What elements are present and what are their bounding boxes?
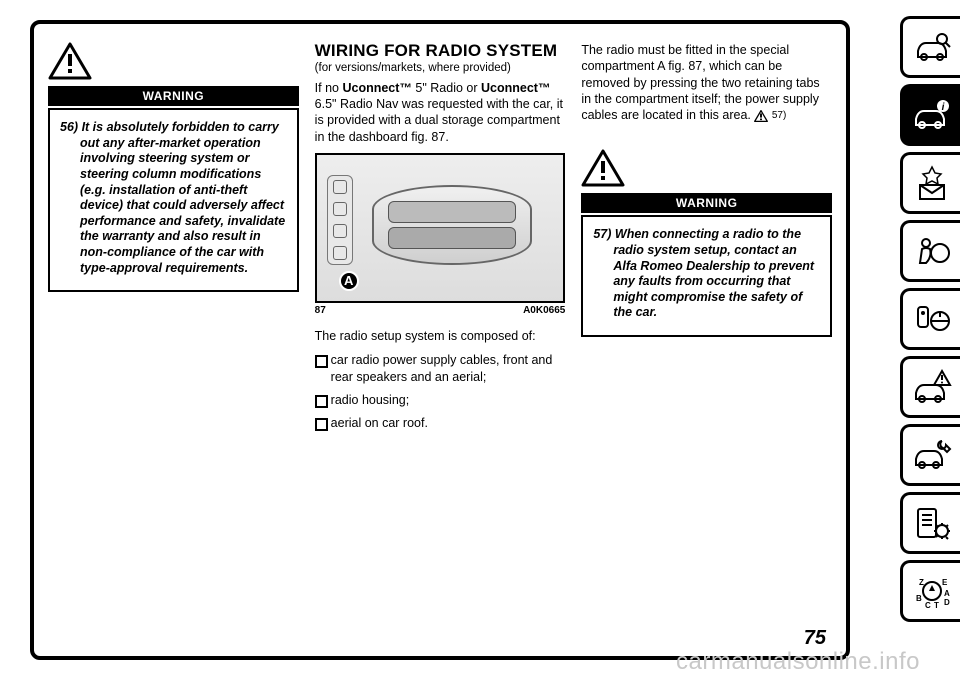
svg-text:Z: Z [919, 578, 924, 587]
para-uconnect: If no Uconnect™ 5" Radio or Uconnect™ 6.… [315, 80, 566, 145]
tab-index[interactable]: Z E B A C T D [900, 560, 960, 622]
brand: Uconnect™ [342, 81, 411, 95]
tab-specs[interactable] [900, 492, 960, 554]
storage-compartment-illustration [372, 185, 532, 265]
svg-text:E: E [942, 578, 948, 587]
text: 5" Radio or [412, 81, 481, 95]
tab-lights[interactable] [900, 152, 960, 214]
warning-57-number: 57) [593, 227, 611, 241]
column-2: WIRING FOR RADIO SYSTEM (for versions/ma… [315, 42, 566, 646]
text: If no [315, 81, 343, 95]
para-radio-fit: The radio must be fitted in the special … [581, 42, 832, 123]
warning-56-box: 56) It is absolutely forbidden to carry … [48, 108, 299, 292]
car-search-icon [912, 27, 952, 67]
tab-start[interactable] [900, 288, 960, 350]
figure-87: A [315, 153, 566, 303]
warning-57-text: When connecting a radio to the radio sys… [613, 227, 814, 319]
section-title: WIRING FOR RADIO SYSTEM [315, 42, 566, 60]
watermark: carmanualsonline.info [676, 648, 920, 676]
manual-page: WARNING 56) It is absolutely forbidden t… [30, 20, 850, 660]
svg-text:B: B [916, 594, 922, 603]
column-3: The radio must be fitted in the special … [581, 42, 832, 646]
figure-caption: 87 A0K0665 [315, 305, 566, 316]
list-item: car radio power supply cables, front and… [315, 352, 566, 386]
light-envelope-icon [912, 163, 952, 203]
list-item: radio housing; [315, 392, 566, 409]
car-warning-icon [912, 367, 952, 407]
svg-text:C: C [925, 601, 931, 610]
clipboard-gear-icon [912, 503, 952, 543]
brand: Uconnect™ [481, 81, 550, 95]
key-wheel-icon [912, 299, 952, 339]
warning-triangle-icon [581, 149, 625, 187]
page-number: 75 [804, 627, 826, 650]
warning-header: WARNING [48, 86, 299, 106]
compass-letters-icon: Z E B A C T D [912, 571, 952, 611]
tab-safety[interactable]: i [900, 84, 960, 146]
svg-text:A: A [944, 589, 950, 598]
bullet-list: car radio power supply cables, front and… [315, 352, 566, 438]
tab-warning[interactable] [900, 356, 960, 418]
figure-number: 87 [315, 305, 326, 316]
figure-content: A [317, 155, 564, 301]
dashboard-buttons-illustration [327, 175, 353, 265]
warning-57-box: 57) When connecting a radio to the radio… [581, 215, 832, 337]
car-wrench-icon [912, 435, 952, 475]
figure-code: A0K0665 [523, 305, 565, 316]
para-composed-of: The radio setup system is composed of: [315, 328, 566, 344]
callout-a-label: A [339, 271, 359, 291]
svg-text:D: D [944, 598, 950, 607]
list-item: aerial on car roof. [315, 415, 566, 432]
warning-triangle-small-icon [754, 110, 768, 122]
warning-56-number: 56) [60, 120, 78, 134]
warning-56-text: It is absolutely forbidden to carry out … [80, 120, 285, 275]
svg-text:T: T [934, 601, 939, 610]
airbag-icon [912, 231, 952, 271]
text: 6.5" Radio Nav was requested with the ca… [315, 97, 563, 144]
car-info-icon: i [912, 95, 952, 135]
tab-airbag[interactable] [900, 220, 960, 282]
svg-text:i: i [941, 102, 944, 113]
ref-57: 57) [772, 110, 786, 121]
spacer [581, 131, 832, 149]
side-tabs: i [900, 16, 960, 622]
section-subtitle: (for versions/markets, where provided) [315, 62, 566, 74]
tab-know-car[interactable] [900, 16, 960, 78]
warning-header: WARNING [581, 193, 832, 213]
column-1: WARNING 56) It is absolutely forbidden t… [48, 42, 299, 646]
tab-service[interactable] [900, 424, 960, 486]
warning-triangle-icon [48, 42, 92, 80]
